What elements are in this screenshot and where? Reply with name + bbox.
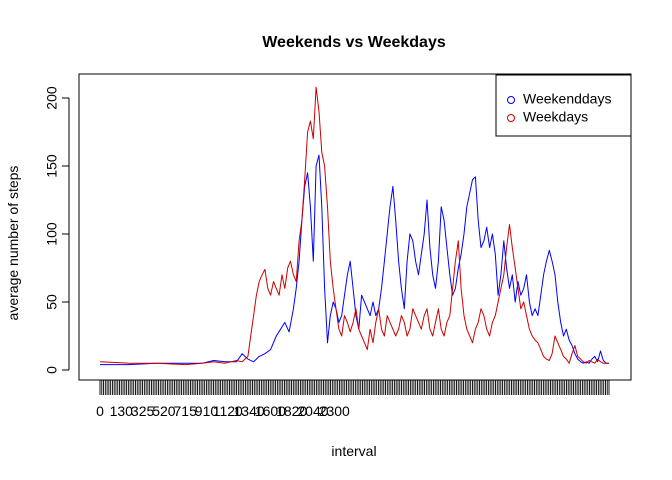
- x-tick-label: 325: [131, 403, 155, 419]
- legend-entry: Weekdays: [523, 109, 588, 125]
- chart-title: Weekends vs Weekdays: [262, 34, 446, 51]
- series-line-weekdays: [99, 86, 609, 366]
- x-tick-label: 2300: [319, 403, 350, 419]
- x-tick-label: 1600: [255, 403, 286, 419]
- legend-marker: [507, 114, 515, 122]
- x-axis-label: interval: [331, 443, 376, 459]
- y-tick-label: 50: [44, 294, 60, 310]
- x-tick-label: 130: [110, 403, 134, 419]
- legend-entry: Weekenddays: [523, 91, 611, 107]
- series-line-weekenddays: [100, 154, 609, 366]
- series-layer: [99, 86, 609, 366]
- legend-marker: [507, 96, 515, 104]
- x-tick-label: 520: [152, 403, 176, 419]
- legend: Weekenddays Weekdays: [495, 74, 632, 137]
- legend-box: [495, 74, 632, 137]
- x-tick-label: 1820: [276, 403, 307, 419]
- y-axis: 0 50 100 150 200: [44, 86, 70, 374]
- y-tick-label: 100: [44, 222, 60, 246]
- x-tick-label: 1340: [234, 403, 265, 419]
- x-tick-label: 1120: [213, 403, 243, 419]
- x-tick-label: 910: [195, 403, 219, 419]
- y-tick-label: 150: [44, 154, 60, 178]
- y-tick-label: 200: [44, 86, 60, 110]
- y-tick-label: 0: [44, 366, 60, 374]
- x-tick-label: 2040: [297, 403, 328, 419]
- x-tick-label: 0: [96, 403, 104, 419]
- x-tick-label: 715: [174, 403, 198, 419]
- y-axis-label: average number of steps: [5, 166, 21, 321]
